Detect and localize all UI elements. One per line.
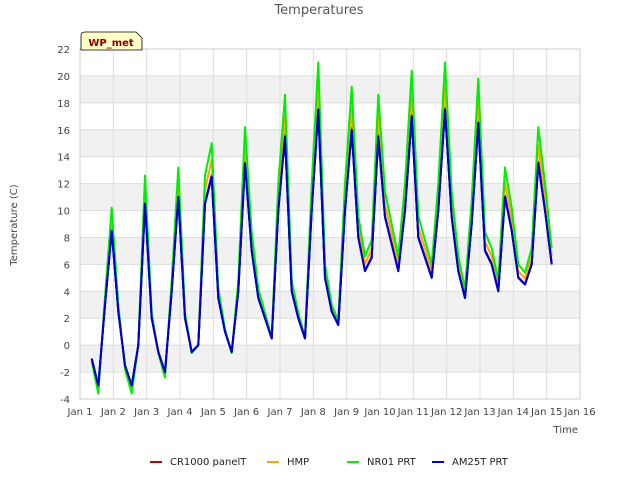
y-tick-label: -2: [60, 368, 70, 379]
band: [80, 345, 580, 373]
x-tick-label: Jan 10: [363, 407, 395, 418]
x-tick-label: Jan 5: [200, 407, 226, 418]
y-tick-label: 18: [57, 99, 70, 110]
y-tick-label: 16: [57, 126, 70, 137]
y-axis-label: Temperature (C): [9, 184, 20, 266]
wp-met-badge: WP_met: [80, 31, 143, 51]
badge-shape: [80, 31, 143, 51]
y-tick-label: 8: [64, 233, 70, 244]
y-tick-label: 10: [57, 207, 70, 218]
x-tick-label: Jan 14: [497, 407, 529, 418]
x-tick-label: Jan 11: [397, 407, 429, 418]
plot-border: [79, 48, 581, 400]
legend: CR1000 panelT HMP NR01 PRT AM25T PRT: [150, 457, 509, 468]
y-tick-label: 22: [57, 45, 70, 56]
y-tick-label: 12: [57, 180, 70, 191]
x-tick-label: Jan 9: [333, 407, 359, 418]
x-tick-label: Jan 6: [233, 407, 259, 418]
y-tick-label: 0: [64, 341, 70, 352]
series-line-top: [90, 108, 553, 387]
y-tick-label: 6: [64, 260, 70, 271]
x-tick-label: Jan 7: [267, 407, 293, 418]
chart-title: Temperatures: [273, 3, 363, 18]
x-tick-label: Jan 1: [67, 407, 93, 418]
plot-area: [80, 49, 580, 399]
x-tick-label: Jan 15: [530, 407, 562, 418]
legend-label: NR01 PRT: [367, 457, 417, 468]
band: [80, 183, 580, 211]
x-tick-label: Jan 3: [133, 407, 159, 418]
band: [80, 129, 580, 157]
x-tick-label: Jan 12: [430, 407, 462, 418]
y-tick-label: 4: [64, 287, 70, 298]
y-tick-label: -4: [60, 395, 70, 406]
x-tick-label: Jan 16: [563, 407, 595, 418]
band: [80, 75, 580, 103]
legend-label: CR1000 panelT: [170, 457, 247, 468]
y-tick-label: 14: [57, 153, 70, 164]
x-tick-label: Jan 13: [463, 407, 495, 418]
x-tick-label: Jan 2: [100, 407, 126, 418]
band: [80, 237, 580, 265]
badge-label: WP_met: [88, 38, 134, 49]
y-tick-label: 20: [57, 72, 70, 83]
x-tick-label: Jan 8: [300, 407, 326, 418]
y-tick-label: 2: [64, 314, 70, 325]
x-tick-label: Jan 4: [167, 407, 193, 418]
x-axis-label: Time: [553, 425, 578, 436]
legend-label: AM25T PRT: [452, 457, 509, 468]
legend-label: HMP: [287, 457, 309, 468]
